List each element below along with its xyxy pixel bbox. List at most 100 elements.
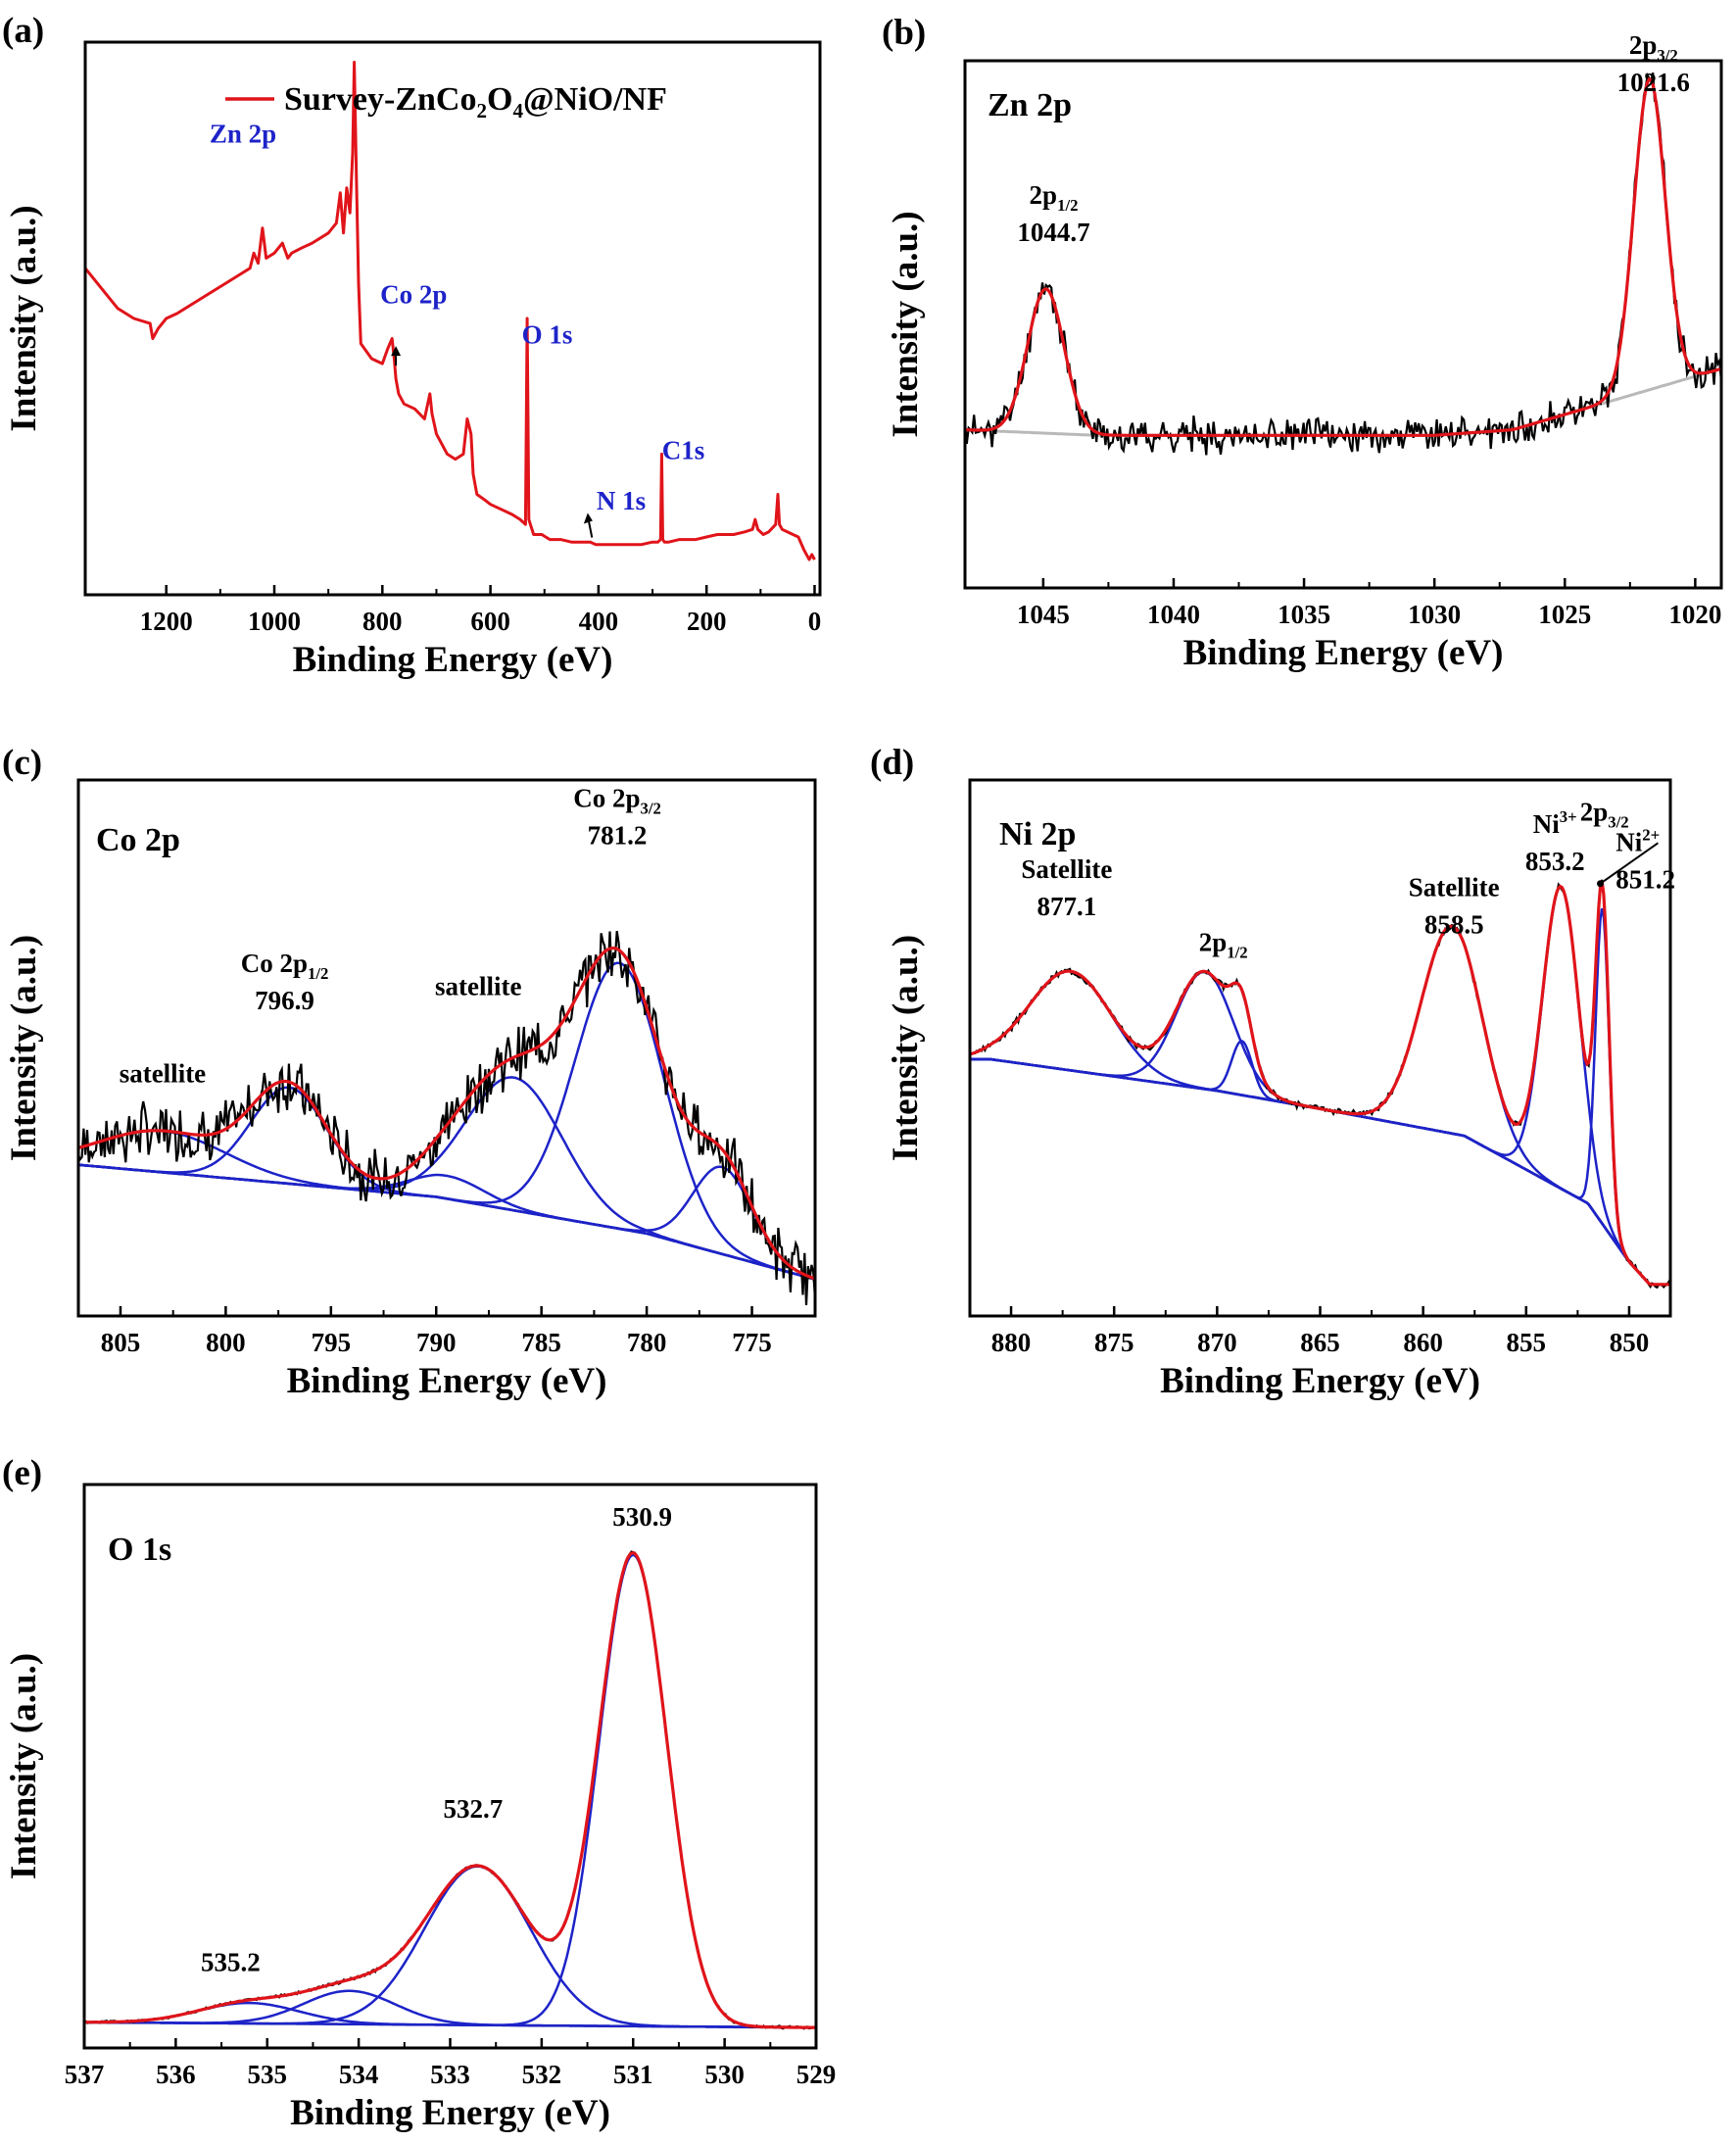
x-tick-label: 200 [687,607,727,636]
panel-c: (c) 805 800 795 790 785 780 775 Binding Energy (… [2,743,817,1401]
plot-frame [82,1483,818,2050]
fit-component-3 [84,1865,816,2029]
plot-area [970,879,1670,1290]
panel-d: (d) 880 875 870 865 860 855 850 Binding Energy (… [870,743,1675,1401]
x-tick-label: 1000 [248,607,301,636]
plot-frame [76,778,817,1318]
peak-label: satellite [435,972,521,1001]
x-tick-label: 600 [470,607,510,636]
peak-label: C1s [662,436,705,465]
peak-label: Zn 2p [210,120,276,149]
x-tick-label: 534 [339,2060,379,2089]
fit-component-2 [970,970,1670,1287]
element-label: Ni 2p [999,816,1076,852]
x-axis-label: Binding Energy (eV) [1183,633,1504,673]
peak-label: satellite [120,1059,206,1089]
fit-component-4 [84,1553,816,2029]
x-tick-label: 1020 [1668,600,1721,629]
fit-component-6 [970,907,1670,1287]
x-tick-label: 400 [579,607,619,636]
peak-value: 781.2 [588,820,648,850]
x-tick-label: 775 [732,1328,772,1357]
element-label: O 1s [108,1532,171,1568]
plot-area [84,1550,816,2030]
peak-label: Co 2p1/2 [241,949,329,983]
panel-label: (e) [2,1453,42,1493]
x-tick-label: 785 [521,1328,561,1357]
peak-label: O 1s [522,320,573,350]
peak-value: 1021.6 [1617,68,1690,97]
raw-data-line [84,1550,816,2030]
fit-component-3 [970,1040,1670,1287]
peak-value: 1044.7 [1017,218,1089,247]
peak-label: 530.9 [612,1502,672,1532]
x-tick-label: 865 [1300,1328,1340,1357]
peak-label: Satellite [1409,872,1500,901]
x-tick-label: 880 [991,1328,1032,1357]
peak-label: Ni2+ [1615,825,1660,856]
n-arrow-icon [583,512,593,524]
plot-frame [963,59,1723,590]
peak-label: 535.2 [201,1948,261,1977]
fit-envelope-line [970,881,1670,1287]
x-tick-label: 532 [522,2060,562,2089]
fit-envelope-line [965,76,1721,437]
x-tick-label: 0 [808,607,822,636]
n-arrow-stem [587,520,594,538]
fit-envelope-line [78,946,815,1281]
x-tick-label: 860 [1403,1328,1443,1357]
panel-a: (a) 1200 1000 800 600 400 200 0 Binding Energy (… [2,11,822,680]
panel-label: (a) [2,11,44,51]
peak-label: N 1s [597,486,646,515]
plot-area [78,931,815,1306]
x-tick-label: 795 [312,1328,352,1357]
panel-label: (d) [870,743,914,783]
x-tick-label: 780 [627,1328,667,1357]
y-axis-label: Intensity (a.u.) [886,935,926,1161]
x-tick-label: 1035 [1278,600,1330,629]
x-tick-label: 535 [248,2060,288,2089]
y-axis-label: Intensity (a.u.) [4,205,44,431]
x-tick-label: 855 [1507,1328,1547,1357]
co-arrow-icon [391,346,402,357]
fit-component-3 [78,1163,815,1281]
legend-label: Survey-ZnCo2O4@NiO/NF [284,81,667,122]
peak-label: 2p1/2 [1199,928,1248,962]
x-tick-label: 875 [1094,1328,1134,1357]
x-tick-label: 537 [65,2060,105,2089]
x-tick-label: 800 [362,607,403,636]
ni2-pointer-line [1599,842,1659,885]
peak-label: 2p3/2 [1629,30,1678,65]
peak-label: Co 2p3/2 [573,783,661,817]
panel-label: (c) [2,743,42,783]
x-axis-label: Binding Energy (eV) [287,1361,607,1401]
element-label: Co 2p [96,822,180,858]
raw-data-line [78,931,815,1306]
peak-label: 532.7 [443,1794,503,1824]
panel-b: (b) 1045 1040 1035 1030 1025 1020 Binding Energ… [882,13,1723,673]
panel-e: (e) 537 536 535 534 533 532 531 530 529 Binding En… [2,1453,836,2133]
x-tick-label: 536 [156,2060,196,2089]
fit-component-1 [78,1129,815,1281]
y-axis-label: Intensity (a.u.) [4,935,44,1161]
background-line [78,1163,815,1282]
peak-value: 796.9 [255,986,314,1015]
peak-label: Co 2p [380,280,447,310]
x-tick-label: 1200 [140,607,193,636]
fit-component-6 [78,1163,815,1281]
fit-envelope-line [84,1551,816,2029]
x-tick-label: 800 [206,1328,246,1357]
plot-area [85,61,816,561]
peak-label: Satellite [1021,854,1112,884]
peak-label: Ni3+ [1533,807,1577,839]
background-line [970,1057,1670,1287]
raw-data-line [965,72,1721,456]
element-label: Zn 2p [988,87,1072,123]
peak-label: 2p1/2 [1030,180,1079,215]
peak-value: 853.2 [1525,847,1585,876]
raw-data-line [970,879,1670,1290]
x-tick-label: 531 [613,2060,653,2089]
plot-area [965,72,1721,456]
x-tick-label: 1045 [1017,600,1070,629]
